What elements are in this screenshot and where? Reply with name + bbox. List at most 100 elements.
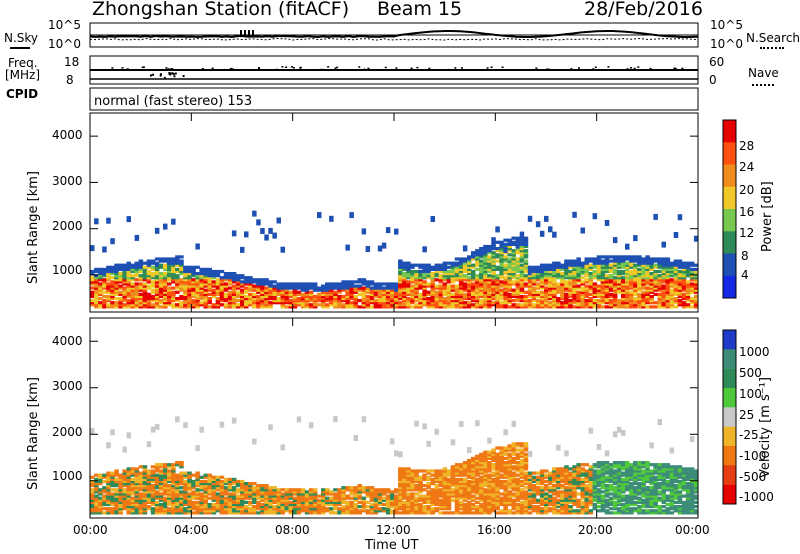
velocity-panel-cell bbox=[389, 438, 395, 445]
velocity-panel-cell bbox=[414, 486, 419, 490]
velocity-panel-cell bbox=[357, 486, 362, 490]
velocity-panel-cell bbox=[519, 509, 525, 513]
velocity-panel-cell bbox=[215, 482, 221, 486]
power-panel-cell bbox=[154, 297, 160, 301]
power-panel-cell bbox=[381, 297, 387, 301]
power-panel-cell bbox=[560, 267, 565, 271]
velocity-panel-cell bbox=[175, 479, 180, 484]
velocity-panel-cell bbox=[535, 498, 541, 502]
velocity-panel-cell bbox=[130, 484, 135, 488]
power-panel-cell bbox=[146, 299, 152, 303]
velocity-panel-cell bbox=[223, 511, 229, 515]
velocity-panel-cell bbox=[240, 509, 245, 513]
power-panel-cell bbox=[385, 297, 391, 301]
velocity-panel-cell bbox=[195, 502, 200, 507]
power-panel-cell bbox=[689, 269, 695, 274]
power-panel-cell bbox=[487, 297, 492, 301]
power-panel-cell bbox=[353, 297, 358, 301]
velocity-panel-cell bbox=[389, 494, 395, 498]
power-panel-cell bbox=[138, 267, 144, 271]
velocity-panel-cell bbox=[479, 475, 484, 479]
velocity-panel-cell bbox=[126, 505, 131, 509]
velocity-panel-cell bbox=[276, 498, 281, 502]
power-panel-cell bbox=[402, 297, 407, 301]
velocity-panel-cell bbox=[531, 498, 537, 502]
power-panel-cell bbox=[98, 272, 103, 276]
power-panel-cell bbox=[556, 290, 561, 294]
power-panel-cell bbox=[491, 274, 496, 278]
power-panel-cell bbox=[544, 292, 549, 296]
power-panel-cell bbox=[458, 263, 464, 267]
power-panel-cell bbox=[633, 274, 638, 278]
power-panel-cell bbox=[604, 282, 610, 286]
velocity-panel-cell bbox=[252, 505, 257, 509]
power-panel-cell bbox=[154, 265, 160, 269]
power-panel-cell bbox=[637, 261, 642, 265]
power-panel-cell bbox=[596, 265, 602, 269]
power-panel-cell bbox=[114, 288, 119, 292]
power-panel-cell bbox=[203, 292, 208, 296]
power-panel-cell bbox=[240, 299, 245, 303]
power-panel-cell bbox=[539, 274, 545, 278]
velocity-panel-cell bbox=[446, 490, 452, 494]
power-panel-cell bbox=[187, 294, 192, 299]
power-panel-cell bbox=[154, 294, 160, 299]
power-panel-cell bbox=[507, 269, 512, 274]
velocity-panel-cell bbox=[495, 477, 500, 481]
power-panel-cell bbox=[564, 282, 569, 286]
velocity-panel-cell bbox=[385, 511, 391, 515]
power-panel-cell bbox=[483, 276, 488, 280]
velocity-panel-cell bbox=[211, 511, 217, 515]
velocity-panel-cell bbox=[499, 469, 504, 473]
power-panel-cell bbox=[677, 290, 683, 294]
velocity-panel-cell bbox=[207, 507, 212, 511]
power-panel-cell bbox=[264, 290, 269, 294]
power-panel-cell bbox=[491, 267, 496, 271]
velocity-panel-cell bbox=[560, 511, 565, 515]
velocity-panel-cell bbox=[458, 467, 464, 471]
power-panel-cell bbox=[394, 292, 399, 296]
power-panel-cell bbox=[402, 284, 407, 288]
velocity-panel-cell bbox=[430, 473, 435, 477]
velocity-panel-cell bbox=[418, 509, 423, 513]
power-panel-cell bbox=[272, 284, 277, 288]
velocity-panel-cell bbox=[284, 488, 290, 492]
power-panel-cell bbox=[398, 292, 403, 296]
power-panel-cell bbox=[657, 299, 662, 303]
power-panel-cell bbox=[531, 265, 537, 269]
velocity-panel-cell bbox=[276, 490, 281, 494]
power-panel-cell bbox=[592, 290, 598, 294]
power-panel-cell bbox=[410, 301, 415, 305]
power-panel-cell bbox=[483, 267, 488, 271]
power-panel-cell bbox=[471, 251, 476, 255]
velocity-panel-cell bbox=[503, 452, 508, 456]
power-panel-cell bbox=[227, 274, 233, 278]
power-panel-cell bbox=[673, 301, 679, 305]
power-panel-cell bbox=[268, 286, 273, 290]
power-panel-cell bbox=[410, 263, 415, 267]
power-panel-cell bbox=[616, 261, 622, 265]
velocity-panel-cell bbox=[454, 509, 460, 513]
power-panel-cell bbox=[292, 303, 298, 307]
power-panel-cell bbox=[102, 301, 107, 305]
velocity-panel-cell bbox=[94, 488, 99, 492]
power-panel-cell bbox=[248, 299, 253, 303]
velocity-panel-cell bbox=[467, 490, 472, 494]
power-panel-cell bbox=[677, 284, 683, 288]
velocity-panel-cell bbox=[406, 486, 411, 490]
power-panel-cell bbox=[458, 261, 464, 265]
power-panel-cell bbox=[491, 278, 496, 282]
power-panel-cell bbox=[689, 267, 695, 271]
power-panel-cell bbox=[361, 290, 367, 294]
velocity-panel-cell bbox=[426, 490, 431, 494]
power-panel-cell bbox=[491, 288, 496, 292]
power-panel-cell bbox=[450, 280, 456, 284]
velocity-panel-cell bbox=[211, 492, 217, 496]
velocity-panel-cell bbox=[337, 511, 342, 515]
velocity-panel-cell bbox=[381, 490, 387, 494]
velocity-panel-cell bbox=[515, 490, 521, 494]
power-panel-cell bbox=[519, 253, 525, 257]
velocity-panel-cell bbox=[122, 494, 127, 498]
velocity-panel-cell bbox=[487, 490, 492, 494]
power-panel-cell bbox=[122, 263, 127, 267]
